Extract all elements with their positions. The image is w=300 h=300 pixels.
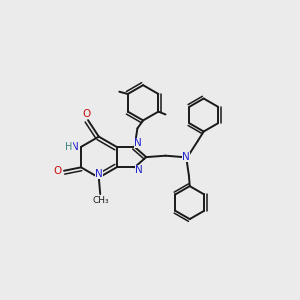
Text: N: N bbox=[71, 142, 79, 152]
Text: O: O bbox=[83, 110, 91, 119]
Text: N: N bbox=[134, 139, 141, 148]
Text: O: O bbox=[54, 166, 62, 176]
Text: N: N bbox=[135, 165, 143, 175]
Text: N: N bbox=[182, 152, 190, 162]
Text: N: N bbox=[95, 169, 103, 178]
Text: CH₃: CH₃ bbox=[92, 196, 109, 205]
Text: H: H bbox=[65, 142, 73, 152]
